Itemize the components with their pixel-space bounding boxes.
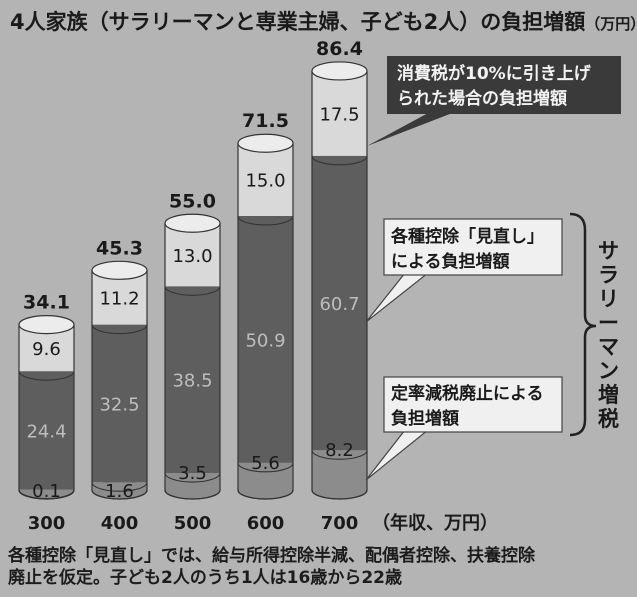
- value-label-400-flat-rate-abolition: 1.6: [105, 481, 134, 502]
- total-labels: 34.1 45.3 55.0 71.5 86.4: [23, 38, 363, 314]
- value-label-600-deduction-review: 50.9: [245, 330, 285, 351]
- value-label-300-deduction-review: 24.4: [26, 421, 66, 442]
- bar-600-seam-2: [237, 215, 294, 226]
- callout-box-deduction-review: [383, 218, 563, 276]
- bar-400-seam-2: [91, 324, 148, 335]
- x-tick-300: 300: [28, 513, 66, 534]
- bar-600-top: [237, 133, 294, 153]
- total-label-400: 45.3: [96, 237, 143, 259]
- value-label-600-consumption-tax: 15.0: [245, 171, 285, 192]
- bar-300: 0.1 24.4 9.6: [18, 315, 75, 502]
- value-label-500-deduction-review: 38.5: [172, 371, 212, 392]
- legend-callouts: 消費税が10%に引き上げ られた場合の負担増額 各種控除「見直し」 による負担増…: [365, 56, 621, 481]
- callout-text-flat-rate: 定率減税廃止による 負担増額: [391, 383, 549, 429]
- bar-400-flat-rate-abolition: [92, 482, 147, 490]
- bar-600-bottom-rim: [237, 489, 294, 500]
- callout-text-deduction-review: 各種控除「見直し」 による負担増額: [390, 226, 550, 272]
- x-tick-labels: 300 400 500 600 700: [28, 513, 359, 534]
- value-label-500-flat-rate-abolition: 3.5: [178, 463, 207, 484]
- bar-300-bottom-rim: [18, 489, 75, 500]
- callout-pointer-deduction-review: [365, 272, 430, 323]
- callout-box-consumption-tax: [387, 56, 621, 114]
- total-label-300: 34.1: [23, 292, 70, 314]
- bar-500-bottom-rim: [164, 489, 221, 500]
- value-label-400-deduction-review: 32.5: [99, 394, 139, 415]
- callout-box-flat-rate: [383, 376, 563, 433]
- value-label-300-consumption-tax: 9.6: [32, 339, 61, 360]
- bar-600-seam-1: [237, 462, 294, 473]
- x-tick-600: 600: [247, 513, 285, 534]
- bar-700-deduction-review: [312, 155, 367, 451]
- bar-300-top: [18, 315, 75, 335]
- bar-500-seam-2: [164, 286, 221, 296]
- bar-300-seam-2: [18, 371, 75, 381]
- bar-600-consumption-tax: [238, 143, 293, 216]
- footnote: 各種控除「見直し」では、給与所得控除半減、配偶者控除、扶養控除 廃止を仮定。子ど…: [8, 545, 633, 589]
- x-axis-label: （年収、万円）: [372, 512, 498, 534]
- value-label-700-consumption-tax: 17.5: [319, 104, 359, 125]
- chart-unit-label: （万円）: [585, 15, 637, 33]
- bar-500-seam-1: [164, 472, 221, 483]
- value-label-700-deduction-review: 60.7: [319, 294, 359, 315]
- bar-600-flat-rate-abolition: [238, 462, 293, 490]
- bar-300-deduction-review: [19, 371, 74, 490]
- callout-pointer-consumption-tax: [367, 112, 455, 146]
- bar-500-consumption-tax: [165, 223, 220, 287]
- value-label-400-consumption-tax: 11.2: [99, 288, 139, 309]
- chart-title-main: 4人家族（サラリーマンと専業主婦、子ども2人）の負担増額: [10, 10, 585, 34]
- bar-700-consumption-tax: [312, 70, 367, 156]
- value-label-300-flat-rate-abolition: 0.1: [32, 481, 61, 502]
- bar-500-deduction-review: [165, 286, 220, 474]
- chart-title: 4人家族（サラリーマンと専業主婦、子ども2人）の負担増額（万円）: [10, 10, 637, 34]
- total-label-700: 86.4: [316, 38, 363, 60]
- bar-400-deduction-review: [92, 324, 147, 483]
- bar-400: 1.6 32.5 11.2: [91, 260, 148, 502]
- bar-400-top: [91, 260, 148, 280]
- bar-group: 0.1 24.4 9.6 1.6 32.5 11.2 3.5 38.5 13.0 5.6 50.9 1…: [18, 61, 368, 502]
- brace-label: サラリーマン増税: [598, 239, 619, 431]
- bar-600-deduction-review: [238, 215, 293, 463]
- bar-700-bottom-rim: [311, 489, 368, 500]
- bar-700-seam-1: [311, 450, 368, 460]
- callout-text-consumption-tax: 消費税が10%に引き上げ られた場合の負担増額: [397, 63, 597, 109]
- x-tick-700: 700: [321, 513, 359, 534]
- value-label-500-consumption-tax: 13.0: [172, 246, 212, 267]
- footnote-line-2: 廃止を仮定。子ども2人のうち1人は16歳から22歳: [8, 568, 402, 588]
- bar-300-flat-rate-abolition: [19, 489, 74, 491]
- bar-400-bottom-rim: [91, 489, 148, 500]
- bar-400-seam-1: [91, 482, 148, 492]
- bar-500-top: [164, 213, 221, 233]
- total-label-600: 71.5: [242, 110, 289, 132]
- bar-600: 5.6 50.9 15.0: [237, 133, 294, 500]
- bar-700-top: [311, 61, 368, 81]
- bar-700: 8.2 60.7 17.5: [311, 61, 368, 500]
- brace-bracket: [569, 212, 597, 437]
- value-label-600-flat-rate-abolition: 5.6: [251, 453, 280, 474]
- value-label-700-flat-rate-abolition: 8.2: [325, 440, 354, 461]
- bar-500: 3.5 38.5 13.0: [164, 213, 221, 500]
- x-tick-400: 400: [101, 513, 139, 534]
- x-tick-500: 500: [174, 513, 212, 534]
- bar-700-seam-2: [311, 155, 368, 166]
- callout-pointer-flat-rate: [365, 429, 430, 481]
- total-label-500: 55.0: [169, 190, 216, 212]
- footnote-line-1: 各種控除「見直し」では、給与所得控除半減、配偶者控除、扶養控除: [8, 546, 535, 566]
